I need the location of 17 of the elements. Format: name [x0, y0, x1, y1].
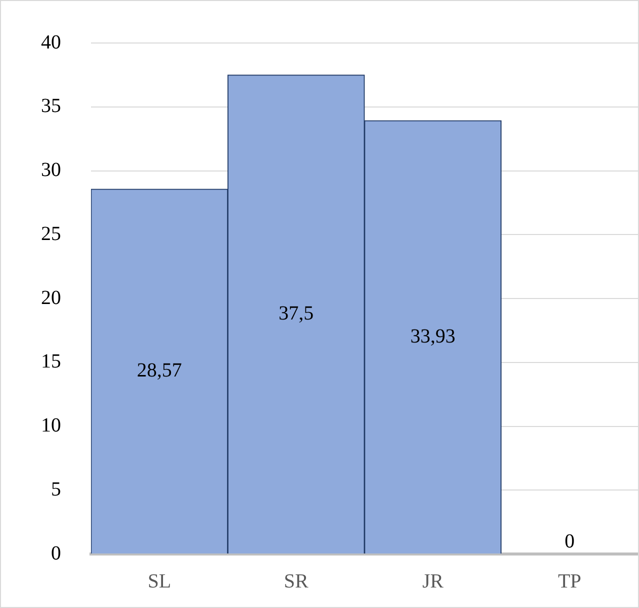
y-tick-label: 10: [41, 414, 61, 436]
x-tick-label: SL: [148, 570, 172, 592]
y-tick-label: 30: [41, 159, 61, 181]
y-tick-label: 35: [41, 95, 61, 118]
y-tick-label: 5: [51, 478, 61, 500]
x-tick-label: SR: [284, 570, 310, 592]
data-label: 37,5: [278, 302, 314, 324]
data-label: 28,57: [136, 360, 182, 382]
y-tick-label: 20: [41, 286, 61, 309]
y-tick-label: 0: [51, 542, 61, 564]
y-tick-label: 15: [41, 350, 61, 373]
data-label: 33,93: [410, 325, 456, 348]
data-label: 0: [564, 530, 575, 552]
y-tick-label: 25: [41, 222, 61, 245]
x-tick-label: TP: [558, 570, 582, 592]
x-tick-label: JR: [422, 570, 444, 592]
y-tick-label: 40: [41, 31, 61, 54]
